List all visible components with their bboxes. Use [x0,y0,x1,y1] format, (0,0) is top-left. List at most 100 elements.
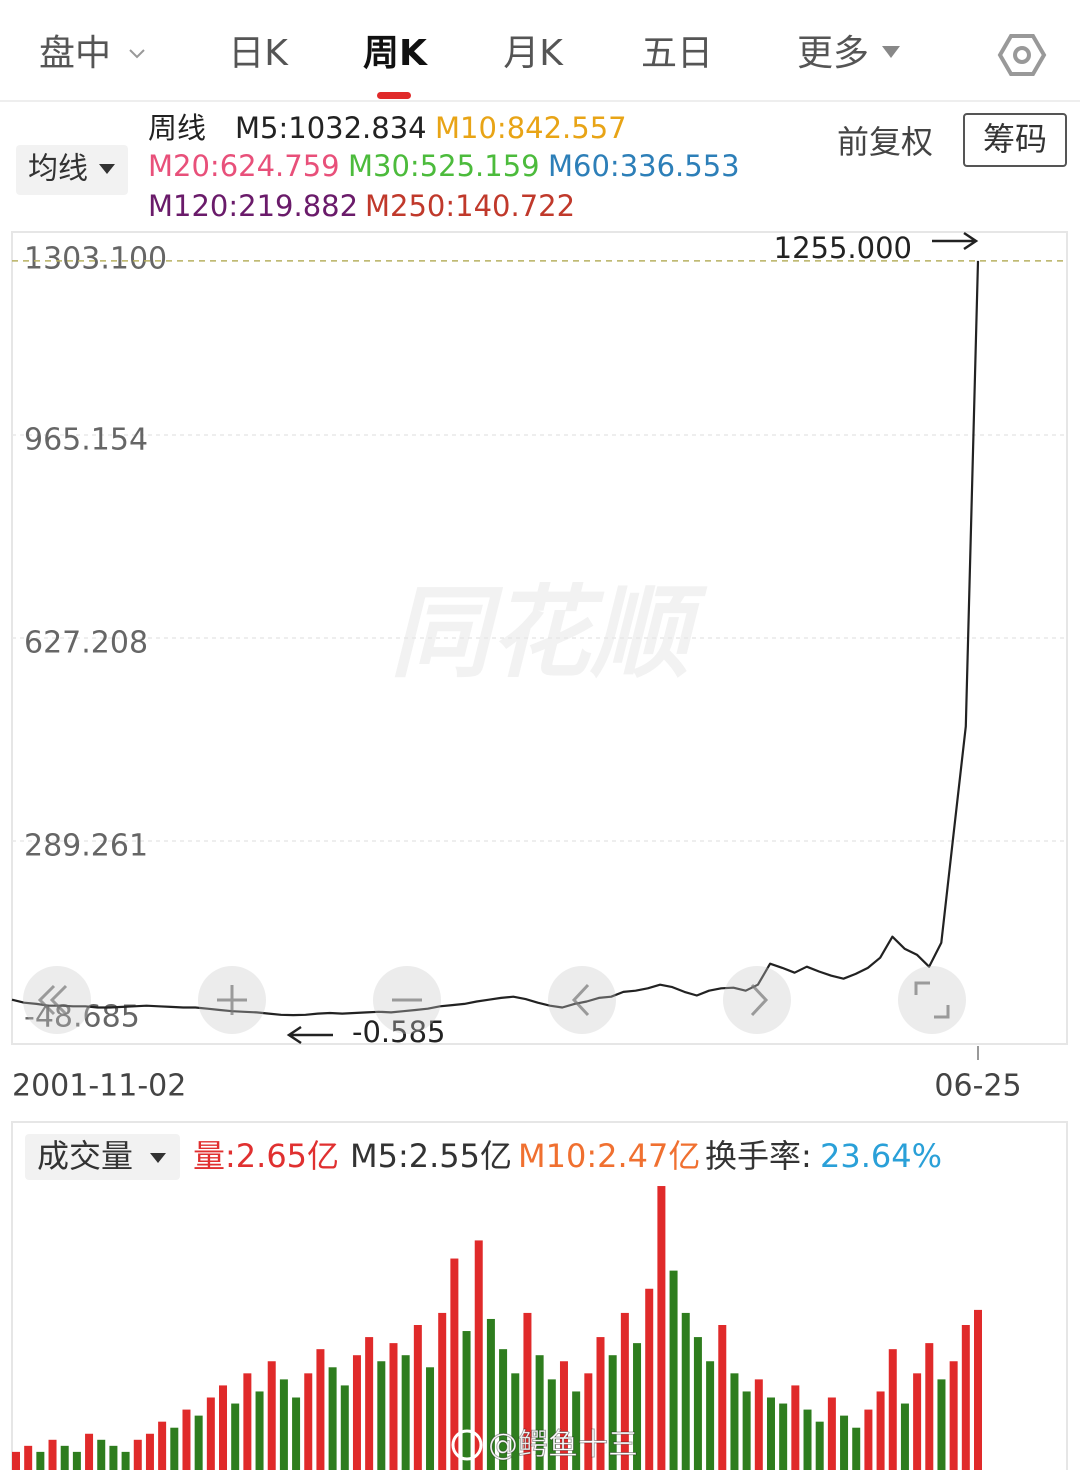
ma-legend-item: M10:842.557 [435,111,627,145]
volume-bar [937,1379,946,1470]
volume-bar [900,1403,909,1470]
volume-bar [742,1391,751,1470]
tab[interactable]: 盘中 [39,33,111,74]
adjust-label[interactable]: 前复权 [837,123,933,161]
volume-bar [559,1361,568,1470]
tab[interactable]: 更多 [797,33,869,74]
chart-nav-button[interactable] [373,966,441,1034]
volume-bar [401,1355,410,1470]
button-bg [723,966,791,1034]
volume-bar [304,1373,313,1470]
chart-nav-button[interactable] [548,966,616,1034]
tab[interactable]: 五日 [641,33,713,74]
volume-bar [852,1427,861,1470]
ma-legend-item: M250:140.722 [365,189,575,223]
volume-bar [170,1427,179,1470]
volume-bar [535,1355,544,1470]
volume-bar [389,1343,398,1470]
volume-bar [24,1445,33,1470]
ma-legend-item: M120:219.882 [148,189,358,223]
volume-bar [292,1397,301,1470]
volume-bar [608,1355,617,1470]
volume-bar [766,1397,775,1470]
tab[interactable]: 月K [503,33,564,74]
volume-bar [511,1373,520,1470]
volume-bar [267,1361,276,1470]
ma-legend-item: M30:525.159 [348,149,540,183]
volume-bar [36,1451,45,1470]
volume-bar [194,1415,203,1470]
volume-bar [12,1451,20,1470]
volume-bar [499,1349,508,1470]
y-tick-label: 289.261 [24,829,148,864]
active-tab-indicator [377,92,411,99]
volume-bar [913,1373,922,1470]
min-annotation: -0.585 [352,1015,446,1049]
button-bg [548,966,616,1034]
chart-nav-button[interactable] [23,966,91,1034]
volume-bar [779,1403,788,1470]
volume-bar [706,1361,715,1470]
volume-bar [961,1325,970,1470]
volume-bar [231,1403,240,1470]
volume-bar [949,1361,958,1470]
ma-button-label[interactable]: 均线 [28,152,88,187]
price-line [11,260,980,1017]
dropdown-arrow[interactable] [150,1153,166,1163]
dropdown-arrow[interactable] [882,46,900,58]
volume-bar [633,1343,642,1470]
volume-bar [474,1240,483,1470]
chips-button[interactable] [963,113,1067,167]
volume-legend-item: 量:2.65亿 [193,1137,339,1175]
volume-bar [377,1361,386,1470]
volume-bar [121,1451,130,1470]
volume-bar [462,1331,471,1470]
dropdown-arrow[interactable] [99,164,115,174]
button-icon [571,983,590,1017]
ma-legend-item: M5:1032.834 [235,111,427,145]
volume-bar [206,1397,215,1470]
x-tick-label: 2001-11-02 [12,1069,186,1104]
dropdown-chevron[interactable] [129,49,145,59]
volume-bar [316,1349,325,1470]
volume-bar [60,1445,69,1470]
volume-bar [754,1379,763,1470]
ma-legend-item: M20:624.759 [148,149,340,183]
tab[interactable]: 周K [363,33,428,74]
volume-bar [718,1325,727,1470]
volume-bar [681,1312,690,1470]
volume-bar [109,1445,118,1470]
volume-bar [352,1355,361,1470]
volume-bar [791,1385,800,1470]
button-icon [37,984,68,1016]
button-bg [23,966,91,1034]
volume-bar [328,1367,337,1470]
volume-bar [243,1373,252,1470]
volume-bar [803,1409,812,1470]
volume-bar [72,1451,81,1470]
chart-nav-button[interactable] [198,966,266,1034]
volume-bar [864,1409,873,1470]
settings-icon[interactable] [997,34,1047,76]
volume-bar [133,1439,142,1470]
volume-legend-item: M5:2.55亿 [350,1137,512,1175]
volume-button-label[interactable]: 成交量 [37,1137,133,1175]
volume-bar [888,1349,897,1470]
chart-nav-button[interactable] [723,966,791,1034]
y-tick-label: 1303.100 [24,242,167,277]
volume-bar [669,1270,678,1470]
volume-button[interactable] [25,1134,180,1180]
tab[interactable]: 日K [228,33,289,74]
volume-bar [413,1325,422,1470]
ma-button[interactable] [16,145,128,195]
volume-bar [85,1433,94,1470]
chips-label[interactable]: 筹码 [983,120,1047,158]
chart-nav-button[interactable] [898,966,966,1034]
volume-bar [486,1318,495,1470]
volume-bar [974,1309,982,1470]
volume-bar [158,1421,167,1470]
volume-bar [815,1421,824,1470]
y-tick-label: 627.208 [24,625,148,660]
